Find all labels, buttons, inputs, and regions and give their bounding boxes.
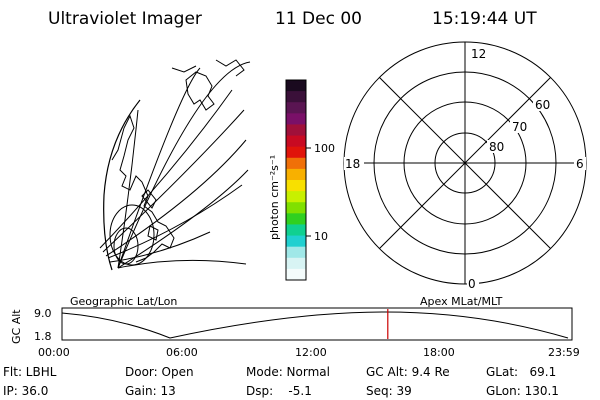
map-coastline	[185, 71, 215, 111]
colorbar-swatch	[286, 246, 306, 259]
colorbar-frame	[285, 79, 307, 281]
label-backing	[533, 98, 551, 111]
map-meridian-line	[117, 169, 249, 269]
map-meridian-line	[117, 67, 201, 269]
map-meridian-line	[117, 61, 251, 269]
map-coastline	[215, 59, 245, 77]
x-tick-1200: 12:00	[295, 346, 327, 359]
mlt-label-18: 18	[345, 157, 360, 171]
map-coastline	[147, 225, 159, 241]
colorbar-swatch	[286, 257, 306, 270]
observation-date: 11 Dec 00	[275, 9, 362, 29]
label-backing	[467, 278, 479, 290]
mlt-label-6: 6	[576, 157, 584, 171]
colorbar-swatch	[286, 213, 306, 225]
intensity-colorbar	[286, 80, 306, 281]
mlat-label-60: 60	[535, 98, 550, 112]
label-backing	[470, 48, 486, 60]
colorbar-swatch	[286, 191, 306, 203]
colorbar-unit-label: photon cm⁻²s⁻¹	[268, 155, 281, 240]
status-ip: IP: 36.0	[3, 384, 48, 398]
label-backing	[344, 157, 364, 170]
colorbar-swatch	[286, 224, 306, 237]
colorbar-swatch	[286, 180, 306, 192]
colorbar-swatch	[286, 91, 306, 103]
timeline-y-tick-9: 9.0	[34, 307, 52, 320]
colorbar-swatch	[286, 124, 306, 137]
polar-diagonal	[379, 77, 551, 249]
colorbar-swatch	[286, 235, 306, 248]
map-latitude-line	[99, 89, 233, 249]
map-coastline	[111, 114, 175, 263]
colorbar-swatch	[286, 146, 306, 159]
timeline-y-tick-1.8: 1.8	[34, 330, 52, 343]
map-polar-ring	[113, 227, 139, 265]
mlt-label-0: 0	[468, 277, 476, 291]
mlat-label-80: 80	[489, 140, 504, 154]
colorbar-tick-label-100: 100	[314, 142, 335, 155]
instrument-title: Ultraviolet Imager	[48, 9, 202, 29]
geographic-map	[99, 59, 251, 271]
status-mode: Mode: Normal	[246, 365, 330, 379]
mlt-label-12: 12	[471, 47, 486, 61]
status-door: Door: Open	[125, 365, 194, 379]
colorbar-tick-label-10: 10	[314, 230, 328, 243]
timeline-y-axis-label: GC Alt	[10, 309, 23, 344]
status-glon: GLon: 130.1	[486, 384, 559, 398]
timeline-left-label: Geographic Lat/Lon	[70, 295, 177, 308]
timeline-frame	[61, 307, 573, 341]
altitude-curve	[61, 311, 569, 339]
polar-mlat-mlt-plot	[343, 41, 587, 285]
observation-time: 15:19:44 UT	[432, 9, 537, 29]
timeline-x-ticks: 00:00 06:00 12:00 18:00 23:59	[38, 346, 580, 359]
x-tick-0600: 06:00	[166, 346, 198, 359]
colorbar-swatch	[286, 102, 306, 114]
colorbar-swatch	[286, 80, 306, 92]
earth-limb	[103, 99, 141, 271]
label-backing	[487, 140, 505, 153]
label-backing	[510, 120, 528, 133]
map-latitude-line	[105, 139, 247, 257]
x-tick-0000: 00:00	[38, 346, 70, 359]
x-tick-1800: 18:00	[423, 346, 455, 359]
status-gain: Gain: 13	[125, 384, 176, 398]
status-filter: Flt: LBHL	[3, 365, 57, 379]
x-tick-2359: 23:59	[548, 346, 580, 359]
status-dsp: Dsp: -5.1	[246, 384, 312, 398]
map-polar-ring	[109, 204, 155, 266]
colorbar-swatch	[286, 157, 306, 170]
colorbar-swatch	[286, 168, 306, 181]
timeline-right-label: Apex MLat/MLT	[420, 295, 503, 308]
map-coastline	[171, 65, 197, 73]
colorbar-swatch	[286, 268, 306, 281]
colorbar-swatch	[286, 113, 306, 125]
colorbar-swatch	[286, 135, 306, 148]
status-gc-alt: GC Alt: 9.4 Re	[366, 365, 450, 379]
colorbar-swatch	[286, 202, 306, 214]
status-seq: Seq: 39	[366, 384, 412, 398]
mlat-label-70: 70	[512, 120, 527, 134]
status-glat: GLat: 69.1	[486, 365, 556, 379]
map-coastline	[141, 189, 157, 209]
label-backing	[574, 157, 586, 170]
